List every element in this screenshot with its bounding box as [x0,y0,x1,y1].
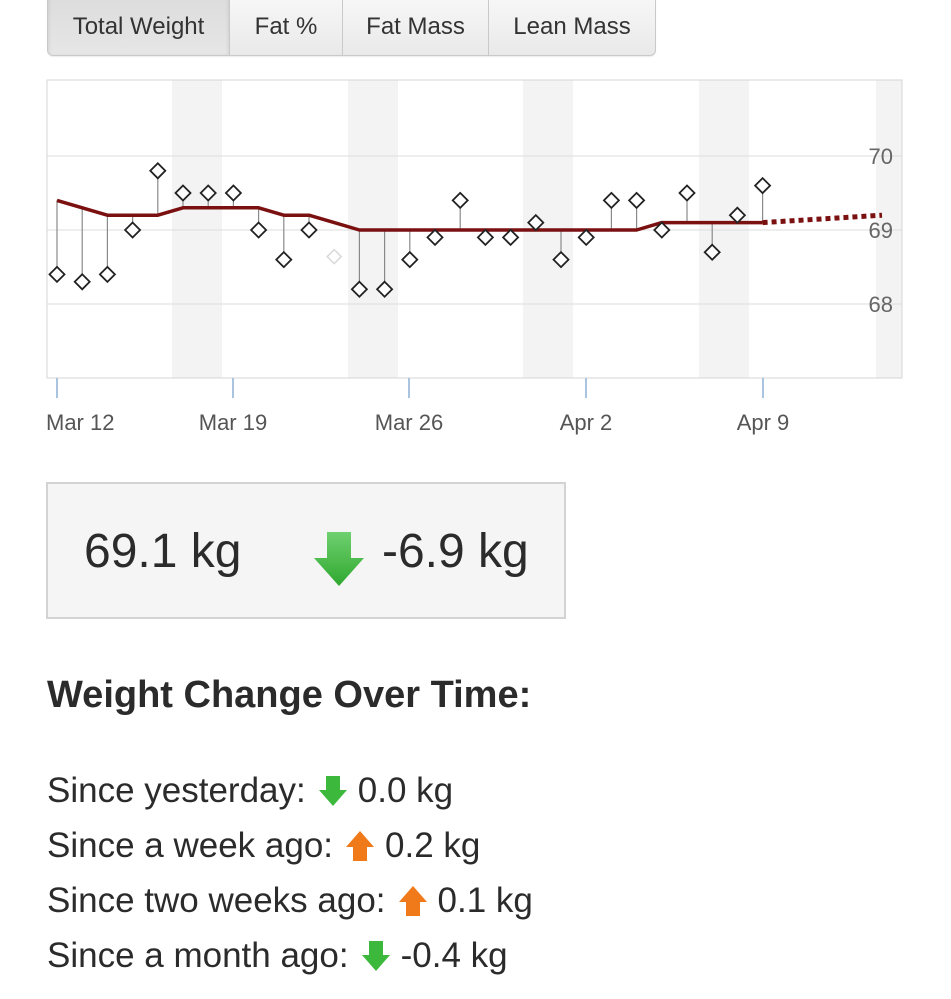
change-row-week: Since a week ago: 0.2 kg [47,818,533,873]
summary-box: 69.1 kg -6.9 kg [46,482,566,619]
data-point [98,265,117,284]
change-row-yesterday: Since yesterday: 0.0 kg [47,763,533,818]
change-row-two-weeks: Since two weeks ago: 0.1 kg [47,873,533,928]
weekend-band [876,80,902,378]
y-axis-tick-label: 68 [869,292,893,317]
change-label: Since a week ago: [47,825,334,865]
data-point [375,280,394,298]
data-point [48,265,66,284]
data-point [350,280,369,298]
data-point [577,228,595,247]
weekend-band [699,80,749,378]
data-point [602,191,621,210]
data-point [703,243,721,261]
trend-projection-line [762,212,883,226]
data-point [476,228,495,247]
tab-fat-percent[interactable]: Fat % [230,0,343,55]
plot-border [46,79,903,379]
chart-tabs: Total Weight Fat % Fat Mass Lean Mass [47,0,656,56]
weight-change-list: Since yesterday: 0.0 kg Since a week ago… [47,763,533,983]
tab-total-weight[interactable]: Total Weight [48,0,230,55]
x-axis-tick-label: Mar 12 [46,410,114,435]
tab-lean-mass[interactable]: Lean Mass [513,12,631,40]
up-arrow-icon [346,830,375,861]
up-arrow-icon [398,885,427,916]
x-axis-tick-label: Mar 19 [199,410,267,435]
data-point [527,213,545,232]
total-change: -6.9 kg [382,525,529,578]
trend-line [56,198,763,232]
weight-change-heading: Weight Change Over Time: [47,674,532,716]
down-arrow-icon [314,532,364,586]
change-value: 0.1 kg [437,880,533,920]
data-point [451,191,469,210]
data-point [426,228,444,247]
weekend-band [172,80,222,378]
weight-chart: Mar 12 Mar 19 Mar 26 Apr 2 Apr 9 68 69 70 [46,79,903,435]
data-point [552,250,570,269]
x-axis-tick-label: Apr 9 [737,410,790,435]
data-point [728,206,747,224]
down-arrow-icon [361,940,390,971]
data-point [199,184,217,202]
data-point [653,221,671,239]
y-axis-tick-label: 70 [869,144,893,169]
data-point [401,250,419,269]
tab-fat-mass[interactable]: Fat Mass [343,0,489,55]
down-arrow-icon [318,775,347,806]
current-weight: 69.1 kg [84,525,242,578]
data-point [249,221,268,239]
data-point [678,184,696,202]
data-point [224,184,243,202]
change-row-month: Since a month ago: -0.4 kg [47,928,533,983]
data-point [123,221,142,239]
data-point [174,184,192,202]
x-axis-tick-label: Mar 26 [375,410,443,435]
change-label: Since two weeks ago: [47,880,386,920]
change-value: 0.2 kg [385,825,481,865]
change-value: -0.4 kg [400,935,508,975]
data-point [73,273,91,291]
change-value: 0.0 kg [357,770,454,810]
data-point [300,221,318,239]
data-point [501,228,520,247]
data-point [149,162,167,180]
x-axis-tick-label: Apr 2 [560,410,613,435]
data-point [627,191,646,210]
data-point [753,176,772,195]
y-axis-tick-label: 69 [869,218,893,243]
data-point [275,250,293,269]
change-label: Since yesterday: [47,770,306,810]
missing-data-point [326,248,343,265]
change-label: Since a month ago: [47,935,349,975]
